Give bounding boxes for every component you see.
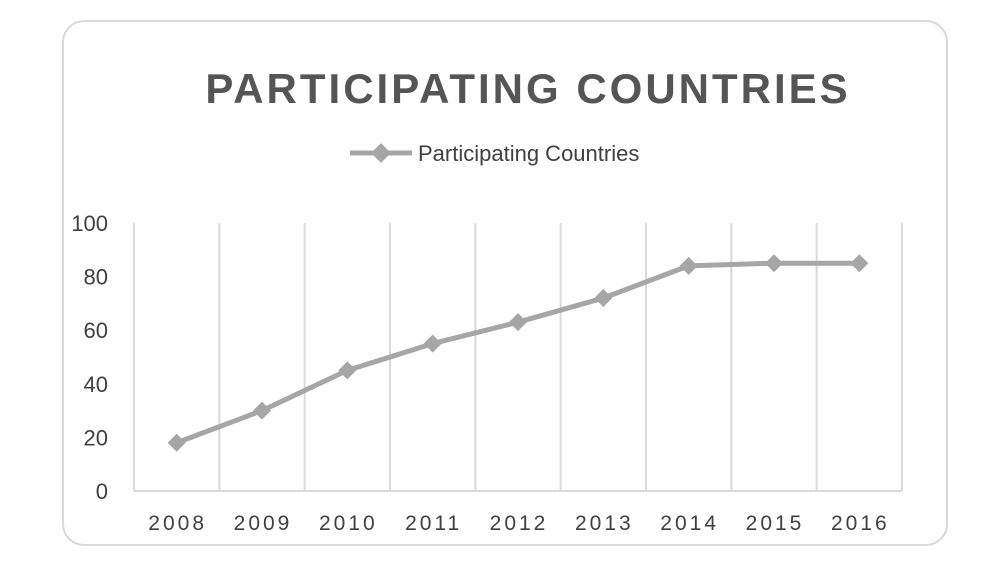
data-point-marker — [765, 254, 783, 273]
data-point-marker — [850, 254, 869, 273]
x-tick-label: 2014 — [660, 512, 719, 535]
x-tick-label: 2009 — [234, 512, 293, 535]
y-tick-label: 80 — [84, 265, 108, 290]
legend: Participating Countries — [350, 141, 639, 166]
data-point-marker — [423, 334, 442, 353]
x-tick-label: 2010 — [319, 512, 378, 535]
x-tick-label: 2008 — [148, 512, 207, 535]
chart-frame — [62, 20, 948, 546]
legend-diamond-marker — [371, 143, 391, 163]
data-point-marker — [509, 313, 527, 332]
y-tick-label: 60 — [84, 318, 108, 343]
data-point-marker — [594, 289, 613, 308]
y-tick-label: 40 — [84, 372, 108, 397]
y-tick-label: 100 — [71, 211, 108, 236]
legend-label: Participating Countries — [418, 141, 639, 166]
x-tick-label: 2013 — [575, 512, 634, 535]
series-line — [175, 260, 860, 446]
y-tick-label: 0 — [96, 479, 108, 504]
x-tick-label: 2011 — [405, 512, 462, 535]
data-point-marker — [167, 433, 186, 452]
grid-layer — [133, 223, 903, 491]
x-axis-ticks: 2008 2009 2010 2011 2012 2013 2014 2015 2016 — [148, 512, 890, 535]
y-tick-label: 20 — [84, 425, 108, 450]
series-layer — [167, 254, 869, 452]
data-point-marker — [679, 256, 698, 275]
y-axis-ticks: 0 20 40 60 80 100 — [71, 211, 108, 504]
x-tick-label: 2016 — [831, 512, 890, 535]
data-point-marker — [253, 401, 271, 420]
data-point-marker — [338, 361, 357, 380]
chart-title: PARTICIPATING COUNTRIES — [205, 65, 850, 112]
x-tick-label: 2012 — [490, 512, 549, 535]
x-tick-label: 2015 — [746, 512, 805, 535]
